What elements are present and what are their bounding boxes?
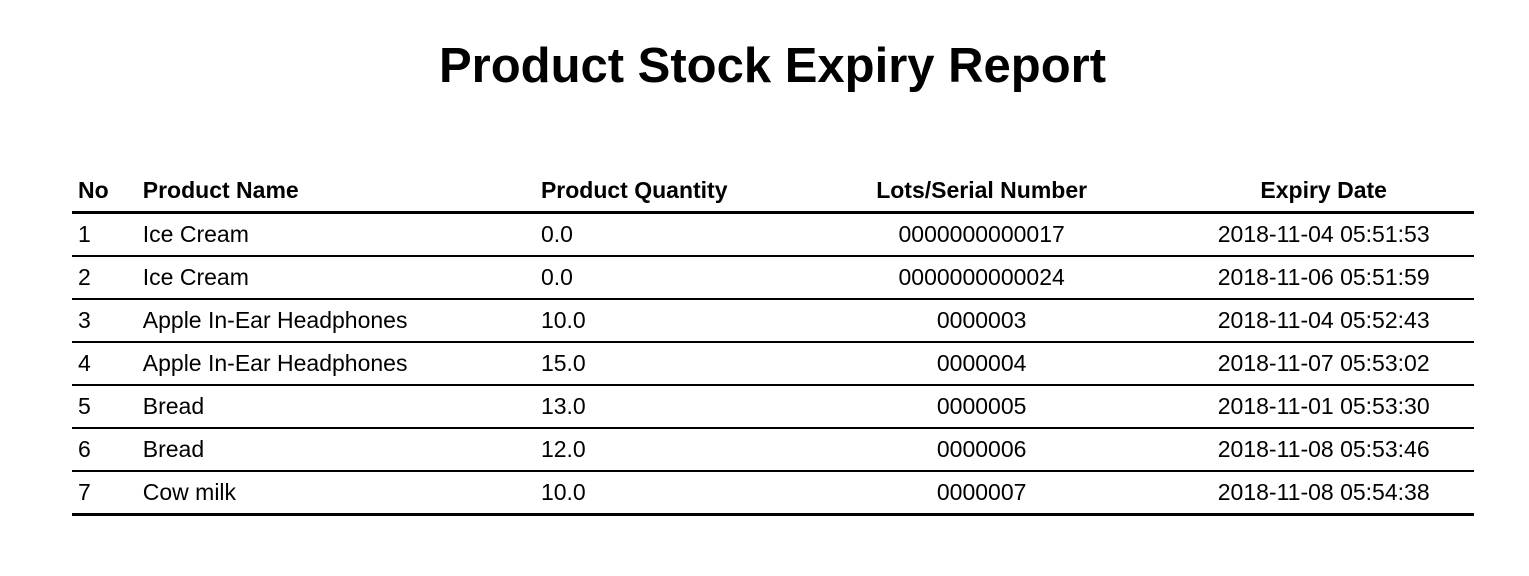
cell-lot-serial-number: 0000006 bbox=[789, 428, 1174, 472]
table-header: No Product Name Product Quantity Lots/Se… bbox=[72, 170, 1474, 214]
cell-no: 7 bbox=[72, 471, 143, 516]
cell-product-quantity: 15.0 bbox=[540, 342, 790, 386]
header-no: No bbox=[72, 170, 143, 214]
cell-product-name: Ice Cream bbox=[142, 256, 541, 300]
cell-expiry-date: 2018-11-06 05:51:59 bbox=[1173, 256, 1474, 300]
cell-product-quantity: 10.0 bbox=[540, 471, 790, 516]
cell-lot-serial-number: 0000003 bbox=[789, 299, 1174, 343]
table-row: 1 Ice Cream 0.0 0000000000017 2018-11-04… bbox=[72, 212, 1474, 257]
cell-expiry-date: 2018-11-07 05:53:02 bbox=[1173, 342, 1474, 386]
table-row: 7 Cow milk 10.0 0000007 2018-11-08 05:54… bbox=[72, 471, 1474, 516]
cell-expiry-date: 2018-11-08 05:53:46 bbox=[1173, 428, 1474, 472]
cell-product-quantity: 12.0 bbox=[540, 428, 790, 472]
table-row: 3 Apple In-Ear Headphones 10.0 0000003 2… bbox=[72, 299, 1474, 343]
table-row: 5 Bread 13.0 0000005 2018-11-01 05:53:30 bbox=[72, 385, 1474, 429]
header-lot-serial-number: Lots/Serial Number bbox=[789, 170, 1174, 214]
cell-no: 6 bbox=[72, 428, 143, 472]
cell-product-name: Apple In-Ear Headphones bbox=[142, 299, 541, 343]
header-product-quantity: Product Quantity bbox=[540, 170, 790, 214]
cell-expiry-date: 2018-11-08 05:54:38 bbox=[1173, 471, 1474, 516]
cell-no: 5 bbox=[72, 385, 143, 429]
cell-lot-serial-number: 0000000000024 bbox=[789, 256, 1174, 300]
table-body: 1 Ice Cream 0.0 0000000000017 2018-11-04… bbox=[72, 212, 1474, 516]
cell-product-name: Bread bbox=[142, 385, 541, 429]
cell-lot-serial-number: 0000004 bbox=[789, 342, 1174, 386]
cell-lot-serial-number: 0000005 bbox=[789, 385, 1174, 429]
cell-expiry-date: 2018-11-01 05:53:30 bbox=[1173, 385, 1474, 429]
header-product-name: Product Name bbox=[142, 170, 541, 214]
cell-product-quantity: 10.0 bbox=[540, 299, 790, 343]
cell-product-quantity: 0.0 bbox=[540, 256, 790, 300]
cell-product-name: Bread bbox=[142, 428, 541, 472]
report-title: Product Stock Expiry Report bbox=[438, 39, 1107, 93]
cell-lot-serial-number: 0000000000017 bbox=[789, 212, 1174, 257]
cell-product-name: Apple In-Ear Headphones bbox=[142, 342, 541, 386]
cell-product-name: Ice Cream bbox=[142, 212, 541, 257]
cell-product-quantity: 0.0 bbox=[540, 212, 790, 257]
table-row: 6 Bread 12.0 0000006 2018-11-08 05:53:46 bbox=[72, 428, 1474, 472]
cell-product-name: Cow milk bbox=[142, 471, 541, 516]
cell-expiry-date: 2018-11-04 05:52:43 bbox=[1173, 299, 1474, 343]
cell-no: 2 bbox=[72, 256, 143, 300]
cell-no: 4 bbox=[72, 342, 143, 386]
cell-no: 1 bbox=[72, 212, 143, 257]
header-row: No Product Name Product Quantity Lots/Se… bbox=[72, 170, 1474, 214]
cell-no: 3 bbox=[72, 299, 143, 343]
header-expiry-date: Expiry Date bbox=[1173, 170, 1474, 214]
cell-expiry-date: 2018-11-04 05:51:53 bbox=[1173, 212, 1474, 257]
table-row: 2 Ice Cream 0.0 0000000000024 2018-11-06… bbox=[72, 256, 1474, 300]
table-row: 4 Apple In-Ear Headphones 15.0 0000004 2… bbox=[72, 342, 1474, 386]
cell-product-quantity: 13.0 bbox=[540, 385, 790, 429]
cell-lot-serial-number: 0000007 bbox=[789, 471, 1174, 516]
stock-expiry-table: No Product Name Product Quantity Lots/Se… bbox=[72, 170, 1474, 516]
